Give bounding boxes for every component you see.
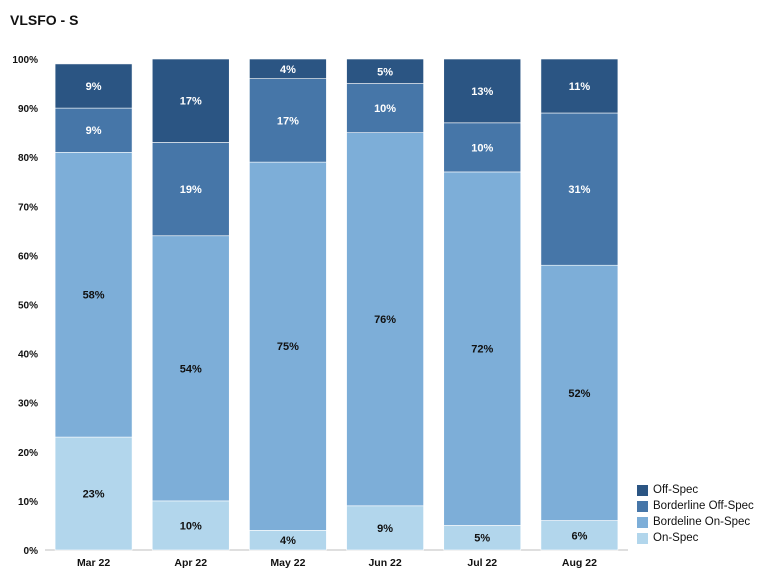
legend-item: Off-Spec xyxy=(637,482,754,498)
y-tick-label: 40% xyxy=(18,350,38,361)
y-tick-label: 70% xyxy=(18,202,38,213)
legend-swatch xyxy=(637,516,648,528)
y-tick-label: 0% xyxy=(24,546,39,557)
bar-segment xyxy=(151,58,230,143)
bar-segment xyxy=(346,83,424,133)
x-tick-label: May 22 xyxy=(270,557,305,569)
bar-segment xyxy=(540,520,619,551)
x-tick-label: Jun 22 xyxy=(368,557,401,569)
bar-segment xyxy=(346,505,424,551)
data-label: 9% xyxy=(86,125,102,137)
data-label: 4% xyxy=(280,64,296,76)
x-tick-label: Jul 22 xyxy=(467,557,497,569)
legend-swatch xyxy=(637,500,648,512)
chart-title: VLSFO - S xyxy=(10,12,79,28)
data-label: 17% xyxy=(180,96,202,108)
bar-segment xyxy=(151,142,230,237)
y-tick-label: 10% xyxy=(18,497,38,508)
data-label: 9% xyxy=(86,81,102,93)
bar-segment xyxy=(151,500,230,551)
data-label: 10% xyxy=(471,142,493,154)
y-tick-label: 90% xyxy=(18,104,38,115)
data-label: 52% xyxy=(568,388,590,400)
data-label: 13% xyxy=(471,86,493,98)
bar-segment xyxy=(443,58,522,124)
y-tick-label: 20% xyxy=(18,448,38,459)
bar-segment xyxy=(151,235,230,502)
data-label: 5% xyxy=(474,533,490,545)
x-tick-label: Aug 22 xyxy=(562,557,597,569)
legend-swatch xyxy=(637,484,648,496)
y-tick-label: 100% xyxy=(12,55,38,66)
bar-segment xyxy=(54,63,133,109)
data-label: 9% xyxy=(377,523,393,535)
y-tick-label: 50% xyxy=(18,301,38,312)
data-label: 23% xyxy=(83,489,105,501)
data-label: 10% xyxy=(180,520,202,532)
bar-segment xyxy=(540,58,619,114)
bar-segment xyxy=(443,122,522,173)
bar-segment xyxy=(540,264,619,521)
chart-legend: Off-Spec Borderline Off-Spec Bordeline On-… xyxy=(637,482,754,546)
x-tick-label: Mar 22 xyxy=(77,557,110,569)
y-tick-label: 30% xyxy=(18,399,38,410)
bar-segment xyxy=(249,58,327,79)
data-label: 19% xyxy=(180,184,202,196)
data-label: 6% xyxy=(571,530,587,542)
bar-segment xyxy=(249,78,327,163)
y-tick-label: 60% xyxy=(18,251,38,262)
bar-segment xyxy=(346,58,424,84)
bar-segment xyxy=(54,151,133,438)
y-tick-label: 80% xyxy=(18,153,38,164)
bar-segment xyxy=(443,171,522,526)
legend-item: Bordeline On-Spec xyxy=(637,514,754,530)
data-label: 58% xyxy=(83,290,105,302)
data-label: 10% xyxy=(374,103,396,115)
legend-label: Off-Spec xyxy=(653,484,699,496)
data-label: 11% xyxy=(569,81,591,93)
legend-label: Borderline Off-Spec xyxy=(653,500,754,512)
legend-swatch xyxy=(637,532,648,544)
bar-segment xyxy=(346,132,424,507)
data-label: 31% xyxy=(568,184,590,196)
data-label: 72% xyxy=(471,344,493,356)
data-label: 4% xyxy=(280,535,296,547)
legend-label: On-Spec xyxy=(653,532,699,544)
legend-label: Bordeline On-Spec xyxy=(653,516,751,528)
data-label: 17% xyxy=(277,115,299,127)
legend-item: On-Spec xyxy=(637,530,754,546)
x-tick-label: Apr 22 xyxy=(174,557,207,569)
data-label: 54% xyxy=(180,363,202,375)
data-label: 75% xyxy=(277,341,299,353)
data-label: 76% xyxy=(374,314,396,326)
legend-item: Borderline Off-Spec xyxy=(637,498,754,514)
bar-segment xyxy=(443,525,522,551)
bar-segment xyxy=(249,161,327,531)
bar-segment xyxy=(54,107,133,153)
data-label: 5% xyxy=(377,66,393,78)
